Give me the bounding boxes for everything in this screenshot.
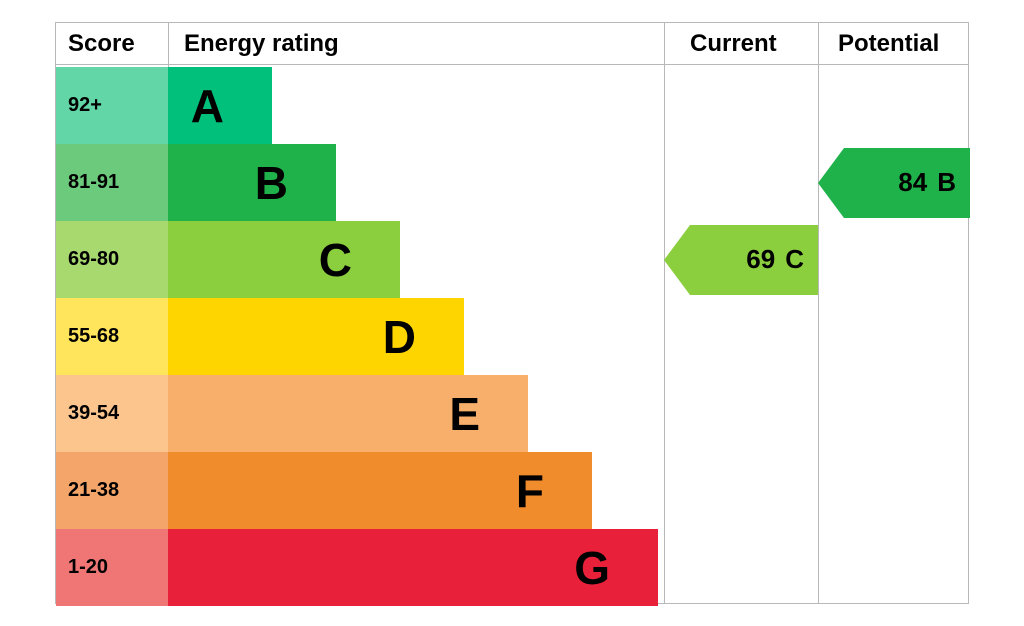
rating-bar: E — [168, 375, 528, 452]
rating-bar: G — [168, 529, 658, 606]
header-score: Score — [56, 23, 168, 64]
pointer-value: 69 — [746, 244, 775, 275]
rating-row-g: 1-20 G — [56, 529, 968, 606]
rating-letter: A — [191, 79, 224, 133]
current-pointer: 69 C — [690, 225, 818, 295]
rating-bar: B — [168, 144, 336, 221]
rating-row-c: 69-80 C — [56, 221, 968, 298]
rating-row-e: 39-54 E — [56, 375, 968, 452]
rating-row-f: 21-38 F — [56, 452, 968, 529]
potential-pointer: 84 B — [844, 148, 970, 218]
pointer-value: 84 — [898, 167, 927, 198]
header-rating: Energy rating — [168, 23, 664, 64]
pointer-letter: B — [937, 167, 956, 198]
rating-letter: B — [255, 156, 288, 210]
rating-letter: F — [516, 464, 544, 518]
header-current: Current — [664, 23, 818, 64]
score-range: 55-68 — [56, 298, 168, 375]
score-range: 1-20 — [56, 529, 168, 606]
rating-row-a: 92+ A — [56, 67, 968, 144]
score-range: 81-91 — [56, 144, 168, 221]
rating-bar: F — [168, 452, 592, 529]
rating-letter: C — [319, 233, 352, 287]
score-range: 92+ — [56, 67, 168, 144]
rating-letter: G — [574, 541, 610, 595]
header-potential: Potential — [818, 23, 970, 64]
score-range: 69-80 — [56, 221, 168, 298]
score-range: 39-54 — [56, 375, 168, 452]
score-range: 21-38 — [56, 452, 168, 529]
rating-bar: D — [168, 298, 464, 375]
rating-bar: C — [168, 221, 400, 298]
header-row: ScoreEnergy ratingCurrentPotential — [56, 23, 968, 65]
pointer-letter: C — [785, 244, 804, 275]
rating-letter: D — [383, 310, 416, 364]
rating-row-d: 55-68 D — [56, 298, 968, 375]
rating-letter: E — [449, 387, 480, 441]
rating-bar: A — [168, 67, 272, 144]
energy-rating-chart: ScoreEnergy ratingCurrentPotential92+A81… — [55, 22, 969, 604]
